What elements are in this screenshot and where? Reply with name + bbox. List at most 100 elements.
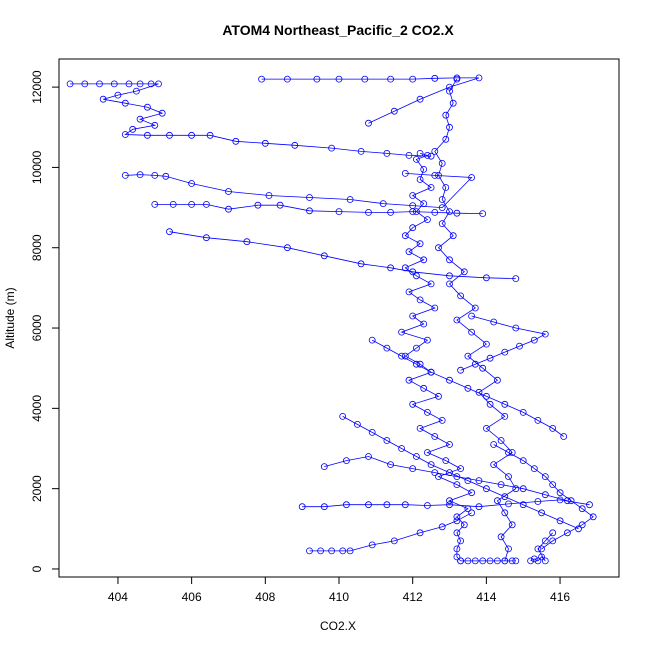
plot-area — [66, 74, 597, 565]
x-tick-label: 412 — [403, 590, 423, 604]
data-point — [446, 87, 453, 95]
data-point — [519, 408, 527, 416]
data-point — [427, 152, 435, 160]
data-point — [501, 412, 509, 420]
data-point — [501, 400, 509, 408]
data-point — [512, 324, 520, 332]
data-point — [486, 354, 494, 362]
data-point — [132, 87, 140, 95]
x-tick-label: 404 — [108, 590, 128, 604]
data-point — [143, 131, 151, 139]
data-point — [412, 155, 420, 163]
data-point — [431, 147, 439, 155]
data-point — [405, 248, 413, 256]
data-point — [423, 336, 431, 344]
y-tick-label: 12000 — [30, 70, 44, 104]
data-point — [475, 477, 483, 485]
data-point — [457, 537, 465, 545]
data-point — [438, 416, 446, 424]
data-point — [225, 205, 232, 213]
data-point — [508, 521, 516, 529]
data-point — [365, 119, 372, 127]
data-point — [471, 360, 479, 368]
data-point — [446, 123, 453, 131]
data-point — [361, 75, 369, 83]
data-point — [155, 80, 162, 88]
data-point — [442, 111, 450, 119]
series-line-9 — [324, 456, 568, 502]
data-point — [431, 304, 439, 312]
data-point — [383, 437, 391, 444]
data-point — [438, 204, 446, 212]
y-tick-label: 4000 — [30, 395, 44, 422]
data-point — [390, 107, 398, 115]
data-point — [409, 224, 417, 232]
data-point — [431, 74, 439, 82]
data-point — [431, 433, 439, 440]
data-point — [416, 176, 424, 183]
data-point — [446, 376, 453, 384]
data-point — [541, 491, 549, 499]
data-point — [365, 453, 372, 460]
data-point — [254, 201, 262, 209]
data-point — [365, 208, 372, 216]
data-point — [335, 208, 343, 216]
data-point — [243, 238, 251, 246]
data-point — [512, 275, 520, 283]
data-point — [541, 537, 549, 545]
data-point — [420, 256, 428, 264]
data-point — [125, 80, 133, 88]
data-point — [166, 131, 173, 139]
data-point — [453, 513, 461, 521]
data-point — [567, 497, 575, 505]
data-point — [368, 428, 376, 436]
data-point — [508, 557, 516, 565]
x-axis: 404 406 408 410 412 414 416 — [108, 576, 570, 604]
data-point — [505, 500, 512, 508]
data-point — [549, 529, 557, 537]
data-point — [442, 135, 450, 143]
y-axis: 0 2000 4000 6000 8000 10000 12000 — [30, 70, 60, 572]
data-point — [431, 208, 439, 216]
data-point — [512, 557, 520, 565]
data-point — [416, 95, 424, 103]
data-point — [501, 509, 509, 517]
data-point — [387, 461, 395, 469]
data-point — [405, 376, 413, 384]
data-point — [206, 131, 214, 139]
data-point — [283, 244, 291, 252]
x-tick-label: 408 — [255, 590, 275, 604]
data-point — [339, 412, 347, 420]
data-point — [578, 521, 586, 529]
data-point — [527, 557, 534, 565]
data-point — [423, 408, 431, 416]
x-tick-label: 416 — [550, 590, 570, 604]
data-point — [423, 151, 431, 159]
data-point — [317, 547, 325, 555]
data-point — [512, 485, 520, 493]
data-point — [368, 541, 376, 549]
data-point — [541, 557, 549, 565]
data-point — [556, 517, 564, 525]
data-point — [416, 529, 424, 537]
y-tick-label: 2000 — [30, 475, 44, 502]
data-point — [110, 80, 118, 88]
series-line-12 — [460, 315, 547, 371]
data-point — [342, 457, 350, 465]
data-point — [339, 547, 347, 555]
data-point — [438, 220, 446, 228]
data-point — [409, 208, 417, 216]
data-point — [412, 360, 420, 368]
data-point — [534, 416, 542, 424]
data-point — [158, 109, 166, 117]
data-point — [468, 328, 476, 336]
y-tick-label: 0 — [30, 565, 44, 572]
data-point — [335, 75, 343, 83]
data-point — [453, 481, 461, 489]
series-line-5 — [169, 231, 516, 279]
data-point — [505, 473, 512, 481]
data-point — [306, 207, 313, 215]
data-point — [446, 497, 453, 505]
data-point — [96, 80, 103, 88]
